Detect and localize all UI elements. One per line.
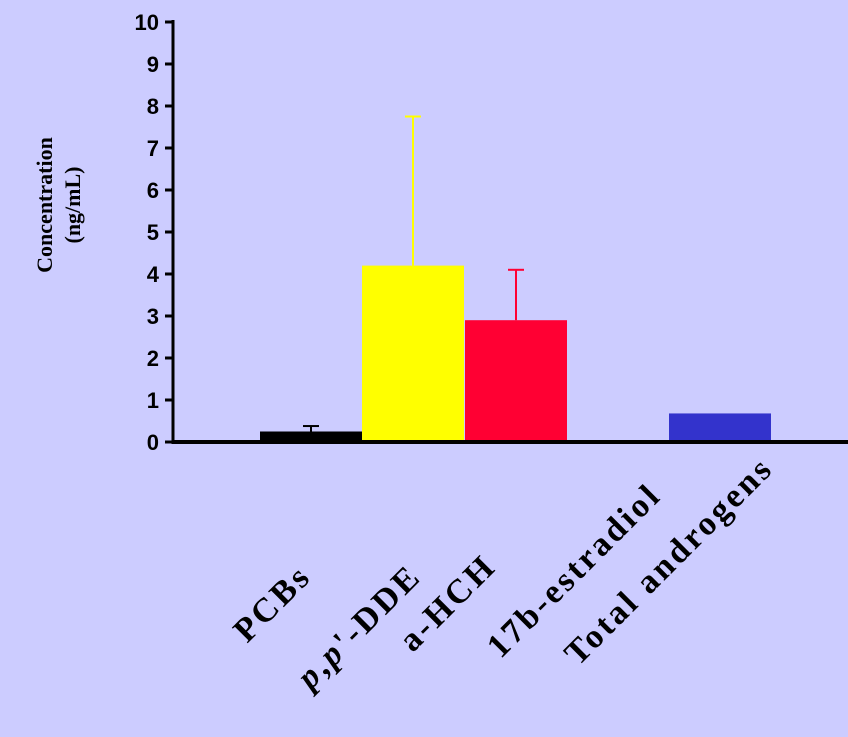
y-axis-title: Concentration (ng/mL) [32,137,85,273]
y-tick-label: 9 [147,52,159,77]
axes [171,20,848,444]
x-tick-label: PCBs [227,557,319,649]
bar [362,265,464,442]
y-tick-label: 1 [147,388,159,413]
x-tick-label-part: PCBs [227,557,319,649]
y-tick-label: 0 [147,430,159,455]
y-axis-ticks: 0 1 2 3 4 5 6 7 8 9 10 [135,10,173,455]
y-tick-label: 6 [147,178,159,203]
y-tick-label: 3 [147,304,159,329]
y-tick-label: 2 [147,346,159,371]
bars [260,265,771,442]
bar [465,320,567,442]
y-axis-title-line: (ng/mL) [60,167,85,244]
y-tick-label: 8 [147,94,159,119]
y-tick-label: 4 [147,262,160,287]
bar [669,413,771,442]
y-axis-title-line: Concentration [32,137,57,273]
bar [260,431,362,442]
y-tick-label: 10 [135,10,159,35]
error-bars [303,115,524,432]
y-tick-label: 5 [147,220,159,245]
y-tick-label: 7 [147,136,159,161]
